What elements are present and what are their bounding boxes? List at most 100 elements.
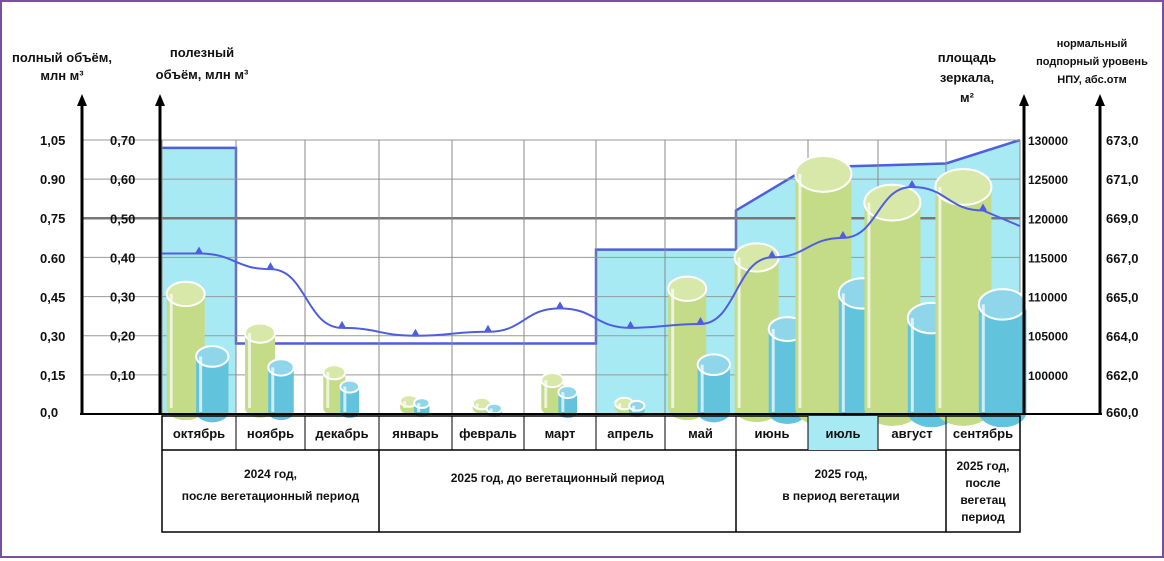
cylinder-useful-1-shine — [271, 367, 275, 412]
tick-full-7: 0,0 — [40, 405, 58, 420]
cylinder-full-1-base — [245, 398, 275, 418]
cylinder-full-10-top — [863, 183, 922, 222]
cylinder-useful-3-top — [413, 397, 431, 409]
period-label-2: 2025 год, — [815, 467, 868, 481]
cylinder-useful-7-top — [696, 353, 731, 377]
cylinder-full-8-base — [734, 393, 779, 423]
cylinder-full-5-shine — [544, 380, 548, 408]
cylinder-useful-7-shine — [700, 364, 704, 412]
month-label-10: август — [891, 426, 932, 441]
axis-title-useful: объём, млн м³ — [156, 67, 249, 82]
month-label-9: июль — [825, 426, 860, 441]
cylinder-useful-9-shine — [841, 293, 845, 412]
cylinder-full-1-top — [244, 322, 276, 344]
cylinder-full-7-top — [667, 275, 708, 302]
cylinder-useful-0-top — [195, 345, 230, 368]
period-label-0: после вегетационный период — [182, 489, 360, 503]
axis-title-level: НПУ, абс.отм — [1057, 74, 1126, 86]
month-label-4: февраль — [459, 426, 517, 441]
tick-area-3: 115000 — [1028, 251, 1068, 265]
level-marker-5 — [556, 301, 564, 309]
cylinder-useful-8 — [767, 316, 808, 424]
period-label-0: 2024 год, — [244, 467, 297, 481]
cylinder-full-10-shine — [867, 202, 871, 408]
month-label-8: июнь — [755, 426, 790, 441]
month-label-2: декабрь — [315, 426, 368, 441]
cylinder-useful-4-shine — [489, 408, 493, 412]
tick-full-6: 0,15 — [40, 368, 65, 383]
level-marker-0 — [195, 246, 203, 254]
cylinder-full-4 — [471, 396, 492, 414]
axis-arrow-3 — [1095, 94, 1105, 106]
axis-title-full: млн м³ — [40, 68, 84, 83]
cylinder-useful-5-top — [557, 385, 579, 400]
level-marker-6 — [626, 320, 635, 328]
cylinder-useful-8-shine — [771, 329, 775, 412]
cylinder-full-9-shine — [798, 173, 802, 408]
table-outline — [161, 415, 1021, 533]
cylinder-full-9-top — [794, 155, 853, 193]
period-label-2: в период вегетации — [782, 489, 900, 503]
tick-useful-6: 0,10 — [110, 368, 135, 383]
tick-area-4: 110000 — [1028, 291, 1068, 305]
cylinder-full-2-shine — [326, 372, 330, 408]
axis-title-area: зеркала, — [940, 70, 994, 85]
month-label-6: апрель — [607, 426, 654, 441]
cylinder-full-2 — [322, 364, 347, 416]
period-label-1: 2025 год, до вегетационный период — [451, 471, 665, 485]
month-label-11: сентябрь — [953, 426, 1013, 441]
tick-full-4: 0,45 — [40, 290, 65, 305]
cylinder-full-1 — [244, 322, 276, 418]
tick-useful-0: 0,70 — [110, 133, 135, 148]
cylinder-full-3-shine — [403, 400, 407, 408]
period-label-3: 2025 год, — [957, 459, 1010, 473]
cylinder-full-0-shine — [169, 293, 173, 408]
level-marker-3 — [411, 328, 420, 336]
cylinder-useful-2-top — [339, 379, 361, 394]
level-marker-8 — [768, 250, 776, 258]
axis-title-full: полный объём, — [12, 50, 112, 65]
axis-title-useful: полезный — [170, 45, 234, 60]
cylinder-full-11-top — [934, 168, 993, 206]
tick-useful-1: 0,60 — [110, 172, 135, 187]
axis-arrow-0 — [77, 94, 87, 106]
tick-area-2: 120000 — [1028, 212, 1068, 226]
level-line — [162, 185, 1021, 337]
month-label-5: март — [545, 426, 576, 441]
level-marker-10 — [908, 179, 916, 187]
tick-full-3: 0.60 — [40, 251, 65, 266]
tick-useful-3: 0,40 — [110, 250, 135, 265]
tick-level-3: 667,0 — [1106, 251, 1139, 266]
cylinder-full-4-shine — [475, 403, 479, 408]
axis-title-area: площадь — [938, 50, 996, 65]
cylinder-useful-2 — [339, 379, 361, 418]
cylinder-useful-10-shine — [910, 318, 914, 412]
cylinder-full-0 — [165, 280, 206, 421]
axis-arrow-1 — [155, 94, 165, 106]
cylinder-useful-11-shine — [981, 304, 985, 412]
month-label-0: октябрь — [173, 426, 225, 441]
month-label-7: май — [688, 426, 713, 441]
cylinder-full-0-top — [165, 280, 206, 308]
tick-level-1: 671,0 — [1106, 172, 1139, 187]
level-marker-11 — [979, 203, 987, 211]
tick-area-0: 130000 — [1028, 134, 1068, 148]
tick-level-6: 662,0 — [1106, 368, 1139, 383]
cylinder-useful-6-shine — [632, 405, 636, 412]
cylinder-useful-6-top — [628, 399, 646, 412]
cylinder-useful-11-body — [978, 304, 1027, 412]
period-label-3: период — [961, 510, 1005, 524]
level-marker-9 — [839, 230, 847, 238]
axis-title-level: подпорный уровень — [1036, 56, 1148, 68]
level-marker-4 — [484, 324, 492, 332]
cylinder-full-11-shine — [938, 186, 942, 408]
cylinder-useful-7 — [696, 353, 731, 423]
tick-level-4: 665,0 — [1106, 290, 1139, 305]
tick-area-1: 125000 — [1028, 173, 1068, 187]
cylinder-full-6-shine — [618, 403, 622, 408]
cylinder-full-1-shine — [248, 333, 251, 408]
level-marker-2 — [338, 320, 346, 328]
cylinder-useful-0-shine — [199, 356, 203, 412]
month-label-3: январь — [392, 426, 438, 441]
cylinder-useful-3-shine — [417, 403, 421, 412]
